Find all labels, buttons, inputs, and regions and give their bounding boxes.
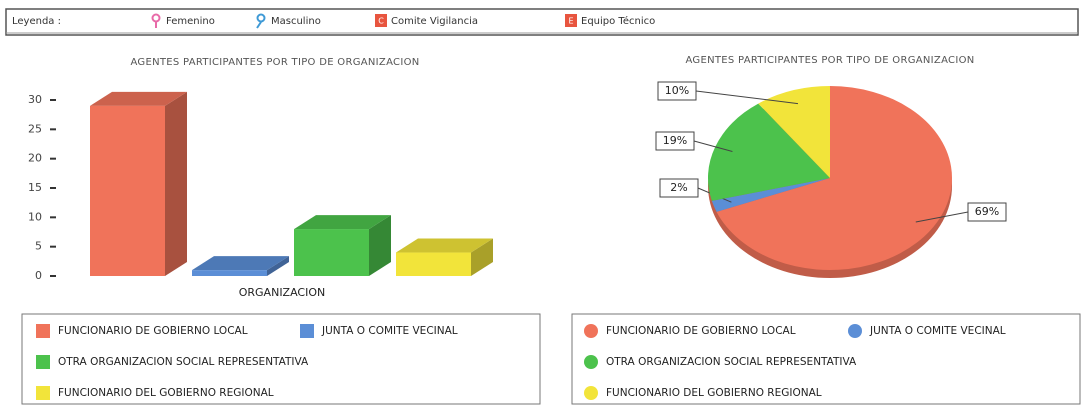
chart-title: AGENTES PARTICIPANTES POR TIPO DE ORGANI… [130, 57, 419, 68]
bar-side [369, 215, 391, 276]
chart-title: AGENTES PARTICIPANTES POR TIPO DE ORGANI… [685, 55, 974, 66]
data-label: 19% [663, 134, 687, 147]
leader-line [915, 211, 969, 223]
data-label: 69% [975, 205, 999, 218]
legend-bar [5, 8, 1079, 36]
legend-icon [565, 14, 577, 27]
data-label: 10% [665, 84, 689, 97]
data-label-box [657, 81, 697, 101]
legend-label: Femenino [166, 16, 215, 27]
legend-swatch [584, 355, 598, 369]
legend-swatch [36, 386, 50, 400]
leader-line [695, 90, 799, 105]
legend-label: Comite Vigilancia [391, 16, 478, 27]
pie-slice [707, 103, 830, 201]
legend-label: JUNTA O COMITE VECINAL [321, 325, 458, 337]
data-label: 2% [670, 181, 687, 194]
pie-legend-box [571, 313, 1081, 405]
y-tick-label: 15 [28, 181, 42, 194]
bar-top [396, 238, 493, 253]
legend-label: JUNTA O COMITE VECINAL [869, 325, 1006, 337]
pie-slice [758, 86, 830, 178]
bar-side [471, 238, 493, 276]
legend-label: FUNCIONARIO DEL GOBIERNO REGIONAL [606, 387, 822, 399]
legend-icon [375, 14, 387, 27]
legend-label: Equipo Técnico [581, 15, 655, 27]
legend-label: FUNCIONARIO DE GOBIERNO LOCAL [606, 325, 796, 337]
legend-icon-letter: E [568, 17, 573, 26]
data-label-box [967, 202, 1007, 222]
y-tick-label: 0 [35, 269, 42, 282]
bar-side [267, 256, 289, 276]
bar-top [90, 91, 187, 106]
legend-label: FUNCIONARIO DE GOBIERNO LOCAL [58, 325, 248, 337]
y-tick-label: 20 [28, 152, 42, 165]
legend-label: OTRA ORGANIZACION SOCIAL REPRESENTATIVA [606, 356, 857, 368]
x-axis-label: ORGANIZACION [239, 286, 326, 299]
legend-icon [256, 13, 266, 23]
bar [192, 270, 267, 276]
legend-swatch [848, 324, 862, 338]
bar [294, 229, 369, 276]
y-tick-label: 25 [28, 122, 42, 135]
legend-swatch [36, 355, 50, 369]
bar-legend-box [21, 313, 541, 405]
bar-top [294, 215, 391, 230]
leader-line [693, 140, 733, 152]
legend-icon-letter: C [378, 17, 384, 26]
legend-swatch [584, 324, 598, 338]
pie-slice [716, 86, 952, 271]
bar [90, 105, 165, 276]
legend-swatch [584, 386, 598, 400]
y-tick-label: 10 [28, 210, 42, 223]
bar-side [165, 91, 187, 276]
legend-label: FUNCIONARIO DEL GOBIERNO REGIONAL [58, 387, 274, 399]
data-label-box [659, 178, 699, 198]
legend-swatch [300, 324, 314, 338]
legend-icon [256, 21, 262, 29]
legend-label: Masculino [271, 16, 321, 27]
bar-top [192, 256, 289, 271]
bar [396, 252, 471, 276]
legend-icon [151, 13, 161, 23]
y-tick-label: 30 [28, 93, 42, 106]
y-tick-label: 5 [35, 240, 42, 253]
legend-swatch [36, 324, 50, 338]
data-label-box [655, 131, 695, 151]
pie-slice [711, 178, 830, 212]
legend-bar-title: Leyenda : [12, 16, 61, 27]
legend-label: OTRA ORGANIZACION SOCIAL REPRESENTATIVA [58, 356, 309, 368]
